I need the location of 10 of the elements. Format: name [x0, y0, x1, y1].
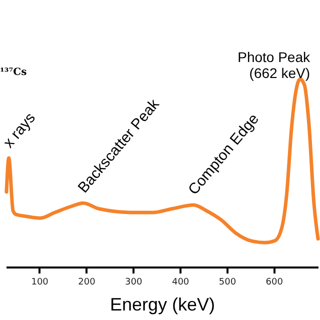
x-tick-label: 200: [78, 278, 96, 288]
x-tick-label: 300: [125, 278, 143, 288]
annotation: x rays: [0, 110, 39, 152]
x-tick-label: 100: [31, 278, 49, 288]
x-tick-label: 400: [172, 278, 190, 288]
x-tick-label: 600: [266, 278, 284, 288]
annotation: Photo Peak (662 keV): [238, 49, 311, 82]
text: ¹³⁷Cs: [0, 67, 28, 78]
x-axis-title: Energy (keV): [110, 294, 216, 314]
x-tick-label: 500: [218, 278, 236, 288]
